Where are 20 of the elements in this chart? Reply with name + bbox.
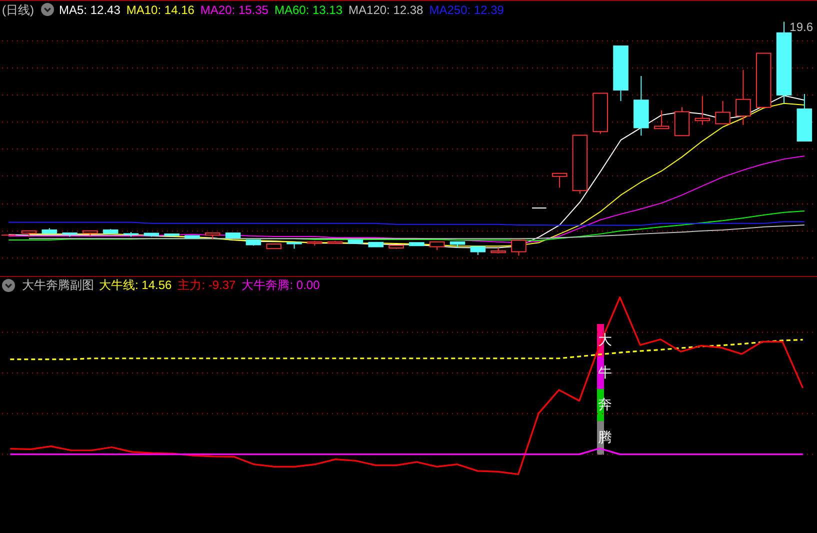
candlestick <box>715 100 730 124</box>
text: MA120: 12.38 <box>348 2 424 16</box>
candlestick <box>674 106 690 136</box>
text: MA60: 13.13 <box>274 2 343 16</box>
candlestick <box>736 69 751 126</box>
chart-title: (日线) <box>2 2 34 16</box>
candlestick <box>511 240 526 256</box>
text: 大牛线: 14.56 <box>99 278 172 292</box>
chart-title: 大牛奔腾副图 <box>22 278 94 292</box>
candlestick <box>552 172 568 188</box>
annotation: 19.6 <box>790 20 814 34</box>
text: 主力: -9.37 <box>178 278 236 292</box>
candlestick <box>654 110 670 130</box>
text: 大牛奔腾: 0.00 <box>242 278 320 292</box>
text: MA250: 12.39 <box>429 2 504 16</box>
annotation: 腾 <box>598 429 612 445</box>
text: MA5: 12.43 <box>59 2 120 16</box>
text: MA20: 15.35 <box>200 2 268 16</box>
text: MA10: 14.16 <box>126 2 194 16</box>
candlestick <box>694 96 710 126</box>
